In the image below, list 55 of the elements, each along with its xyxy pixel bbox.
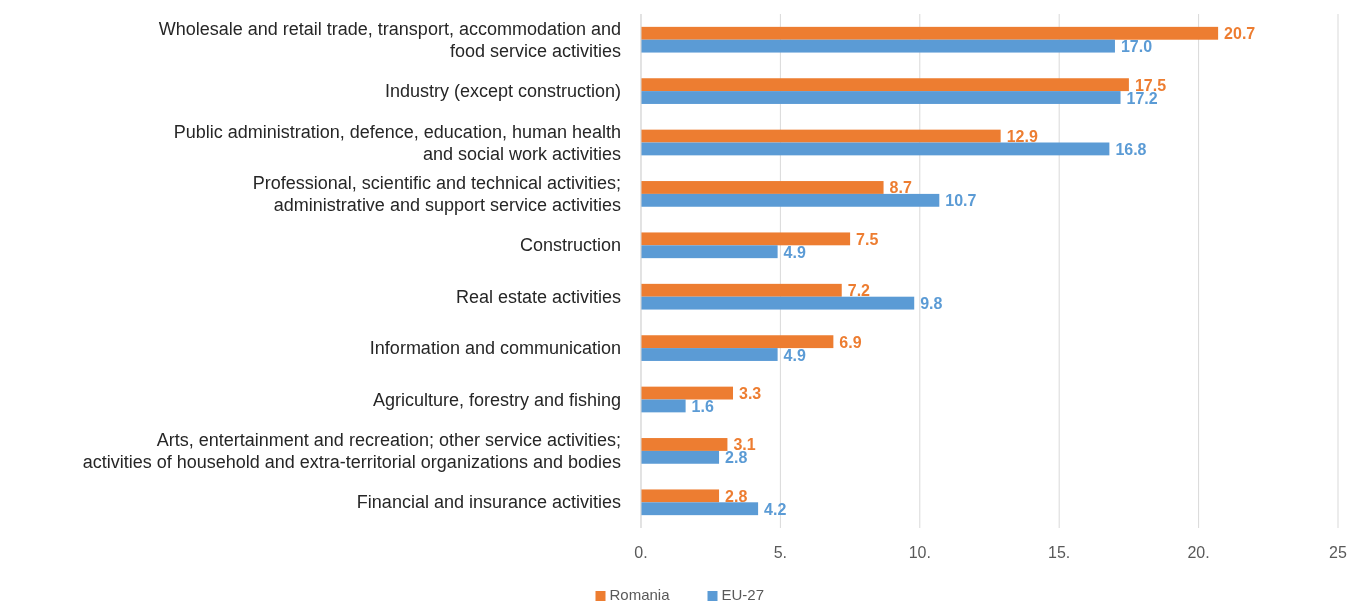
y-tick-label: Financial and insurance activities — [356, 492, 621, 513]
data-label: 4.9 — [783, 243, 806, 261]
data-label: 10.7 — [945, 192, 977, 210]
x-tick-label: 10. — [908, 544, 931, 561]
data-label: 17.0 — [1120, 38, 1153, 56]
y-tick-label: Agriculture, forestry and fishing — [372, 389, 621, 410]
data-label: 6.9 — [839, 333, 862, 351]
bar — [641, 348, 778, 361]
legend-label: EU-27 — [721, 586, 765, 603]
bar — [641, 26, 1219, 40]
bar — [641, 129, 1001, 143]
data-label: 7.5 — [856, 230, 879, 248]
y-tick-label: Information and communication — [369, 338, 621, 359]
y-tick-label: Arts, entertainment and recreation; other service activities; activities of household and extra-territorial organizations and bodies — [82, 429, 621, 472]
bar — [641, 386, 733, 400]
data-label: 12.9 — [1006, 128, 1038, 146]
y-tick-label: Real estate activities — [455, 286, 621, 307]
data-label: 4.2 — [764, 500, 787, 518]
data-label: 2.8 — [725, 449, 748, 467]
bar — [641, 283, 842, 297]
bar — [641, 181, 884, 194]
bar — [641, 296, 915, 310]
bar — [641, 245, 778, 259]
x-tick-label: 15. — [1048, 544, 1071, 561]
bar — [641, 489, 720, 503]
bar — [641, 232, 851, 246]
legend-label: Romania — [609, 586, 671, 603]
x-tick-label: 5. — [773, 544, 788, 561]
y-tick-label: Professional, scientific and technical activities; administrative and support service activities — [252, 172, 621, 215]
bar — [641, 91, 1121, 104]
y-tick-label: Wholesale and retail trade, transport, accommodation and food service activities — [158, 18, 621, 61]
x-tick-label: 20. — [1187, 544, 1210, 561]
data-label: 7.2 — [847, 282, 871, 300]
bar — [641, 142, 1110, 156]
bar — [641, 399, 686, 413]
bar — [641, 335, 834, 349]
bar — [641, 78, 1129, 92]
data-label: 8.7 — [889, 179, 912, 197]
bar — [641, 502, 759, 516]
data-label: 20.7 — [1224, 25, 1256, 43]
data-label: 3.3 — [739, 385, 762, 403]
x-tick-label: 0. — [634, 544, 648, 561]
y-tick-label: Construction — [519, 235, 621, 256]
data-label: 16.8 — [1115, 140, 1147, 158]
bar — [641, 193, 940, 207]
y-tick-label: Public administration, defence, education, human health and social work activities — [173, 121, 621, 164]
bar — [641, 39, 1115, 53]
bar — [641, 450, 720, 464]
bar — [641, 438, 728, 451]
y-tick-label: Industry (except construction) — [384, 81, 621, 102]
data-label: 9.8 — [920, 295, 943, 313]
x-tick-label: 25 — [1329, 544, 1347, 561]
data-label: 4.9 — [783, 346, 806, 364]
data-label: 2.8 — [725, 487, 748, 505]
data-label: 1.6 — [691, 397, 714, 415]
